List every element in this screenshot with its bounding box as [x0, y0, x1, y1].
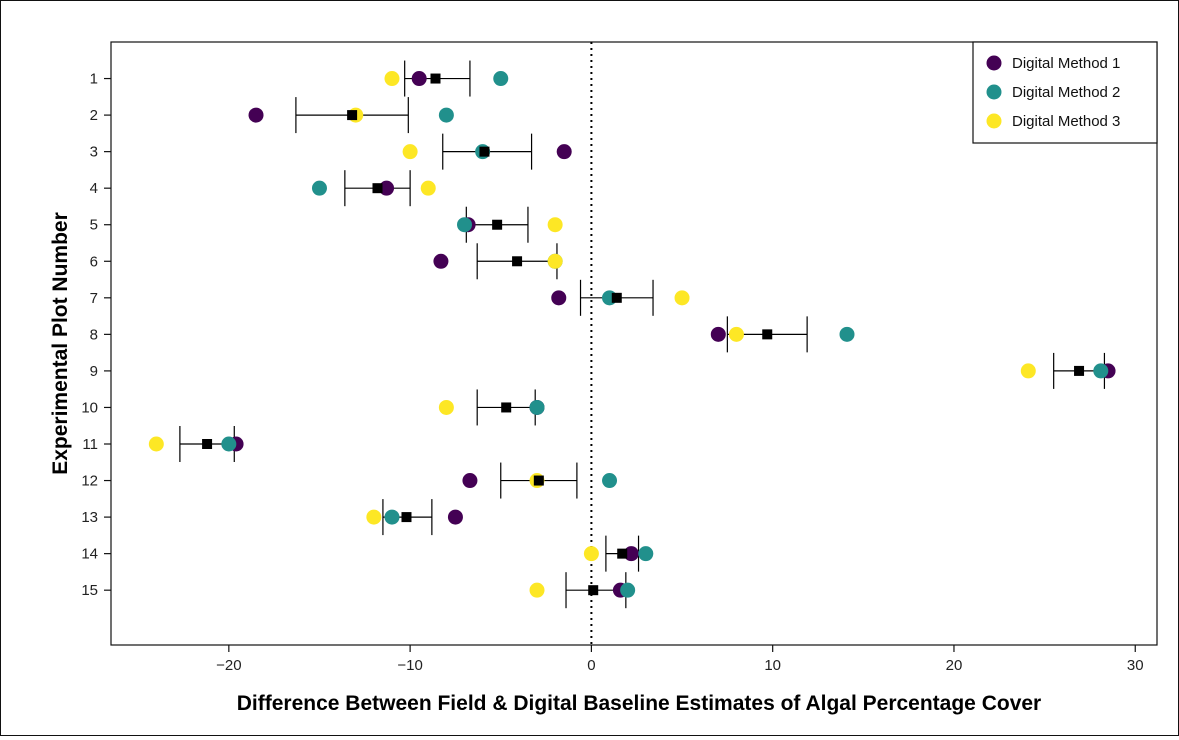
x-tick-label: 20 [946, 657, 963, 674]
mean-marker [501, 402, 512, 413]
mean-marker [202, 439, 213, 449]
method-1-point [379, 180, 395, 196]
method-2-point [384, 509, 400, 525]
method-3-point [148, 436, 164, 452]
mean-marker [533, 475, 544, 486]
method-2-point [620, 582, 636, 598]
x-tick-label: 10 [764, 657, 781, 674]
mean-marker [479, 146, 490, 157]
method-1-point [623, 546, 639, 562]
y-tick-label: 13 [81, 509, 98, 526]
method-2-point [311, 180, 327, 196]
method-1-point [556, 144, 572, 160]
y-tick-label: 8 [90, 326, 98, 343]
mean-marker [611, 292, 622, 303]
y-tick-label: 9 [90, 363, 98, 380]
y-tick-label: 7 [90, 290, 98, 307]
method-3-point [420, 180, 436, 196]
y-tick-label: 1 [90, 71, 98, 88]
y-tick-label: 3 [90, 144, 98, 161]
method-3-point [529, 582, 545, 598]
method-1-point [710, 326, 726, 342]
method-2-point [1093, 363, 1109, 379]
method-3-point [583, 546, 599, 562]
mean-marker [401, 512, 412, 523]
method-1-point [248, 107, 264, 123]
method-3-point [384, 71, 400, 87]
y-tick-label: 4 [90, 180, 98, 197]
mean-marker [617, 548, 628, 559]
method-2-point [221, 436, 237, 452]
y-tick-label: 11 [82, 436, 98, 453]
legend: Digital Method 1 Digital Method 2 Digital … [972, 41, 1158, 144]
method-3-point [438, 399, 454, 415]
legend-marker-method-2 [986, 84, 1002, 100]
mean-marker [588, 585, 599, 596]
method-1-point [462, 473, 478, 489]
x-tick-label: −10 [397, 657, 422, 674]
x-tick-label: 0 [587, 657, 595, 674]
method-3-point [1020, 363, 1036, 379]
method-3-point [402, 144, 418, 160]
mean-marker [512, 256, 523, 267]
mean-marker [1074, 365, 1085, 376]
y-tick-label: 6 [90, 253, 98, 270]
y-axis-title: Experimental Plot Number [49, 212, 72, 475]
method-2-point [493, 71, 509, 87]
method-1-point [411, 71, 427, 87]
x-tick-label: 30 [1127, 657, 1144, 674]
method-1-point [447, 509, 463, 525]
method-1-point [551, 290, 567, 306]
method-2-point [529, 399, 545, 415]
y-tick-label: 15 [81, 582, 98, 599]
method-3-point [674, 290, 690, 306]
method-3-point [728, 326, 744, 342]
y-tick-label: 2 [90, 107, 98, 124]
y-tick-label: 14 [81, 546, 98, 563]
method-2-point [457, 217, 473, 233]
legend-label-method-2: Digital Method 2 [1012, 84, 1120, 101]
legend-marker-method-1 [986, 55, 1002, 71]
mean-marker [492, 219, 503, 230]
method-3-point [366, 509, 382, 525]
method-2-point [638, 546, 654, 562]
legend-label-method-1: Digital Method 1 [1012, 55, 1120, 72]
plot-area-border [110, 41, 1158, 646]
method-1-point [433, 253, 449, 269]
method-3-point [547, 253, 563, 269]
legend-marker-method-3 [986, 113, 1002, 129]
legend-label-method-3: Digital Method 3 [1012, 113, 1120, 130]
mean-marker [430, 73, 441, 84]
mean-marker [347, 110, 358, 121]
legend-box [972, 41, 1158, 144]
mean-marker [372, 183, 383, 194]
method-2-point [438, 107, 454, 123]
method-2-point [839, 326, 855, 342]
y-tick-label: 12 [81, 473, 98, 490]
y-tick-label: 5 [90, 217, 98, 234]
y-tick-label: 10 [81, 399, 98, 416]
mean-marker [762, 329, 773, 340]
method-2-point [602, 473, 618, 489]
method-3-point [547, 217, 563, 233]
x-axis-title: Difference Between Field & Digital Basel… [237, 692, 1041, 715]
x-tick-label: −20 [216, 657, 241, 674]
